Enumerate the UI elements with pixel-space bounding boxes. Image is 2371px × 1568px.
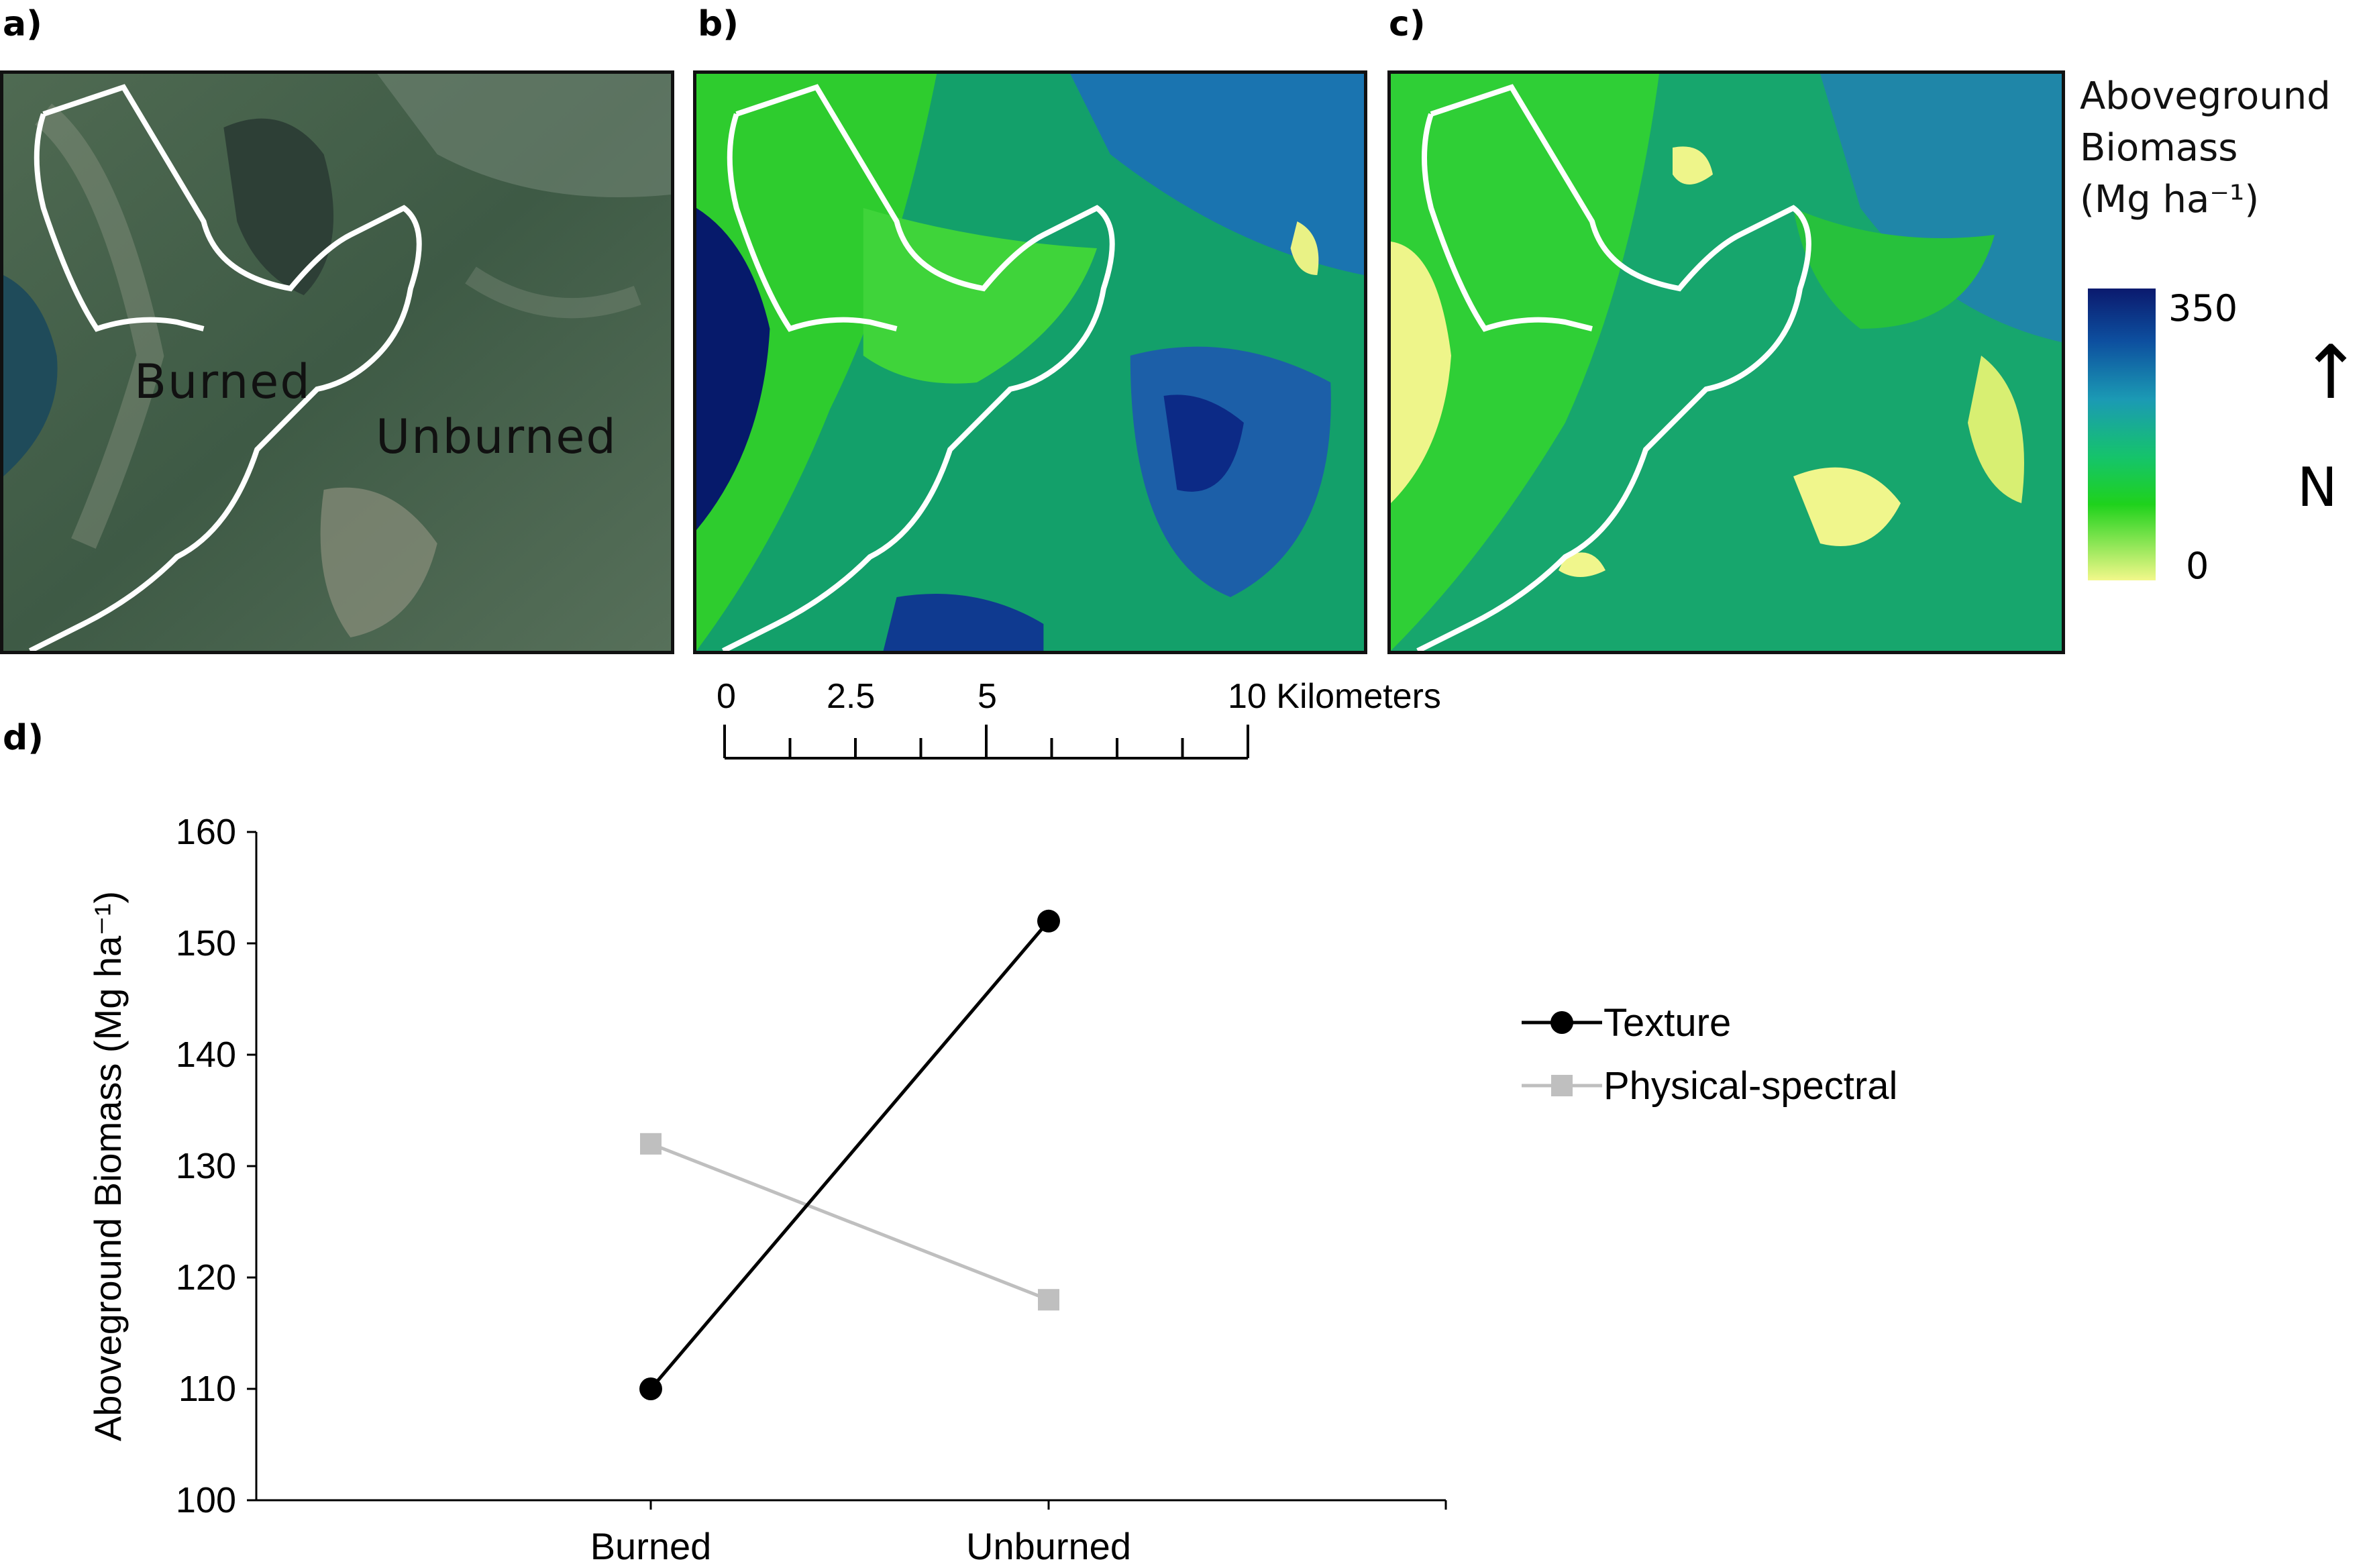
y-tick-label-5: 150: [176, 923, 236, 963]
satellite-image-map: Burned Unburned: [0, 70, 674, 654]
series-0-point-1: [1037, 909, 1060, 933]
scale-label-0: 0: [717, 677, 736, 716]
scale-label-10-km: 10 Kilometers: [1228, 677, 1441, 716]
unburned-label: Unburned: [376, 409, 617, 464]
y-tick-label-2: 120: [176, 1257, 236, 1298]
scale-label-5: 5: [978, 677, 997, 716]
colorbar-max-label: 350: [2168, 287, 2238, 329]
texture-biomass-map: [693, 70, 1367, 654]
map-legend-title-line1: Aboveground: [2080, 74, 2331, 118]
series-0-point-0: [639, 1377, 662, 1400]
north-label: N: [2297, 456, 2337, 519]
legend-label-0: Texture: [1603, 1001, 1731, 1045]
y-tick-label-1: 110: [178, 1369, 236, 1409]
legend-label-1: Physical-spectral: [1603, 1064, 1897, 1108]
scale-bar: [723, 725, 1249, 760]
satellite-image: [3, 74, 671, 651]
series-line-1: [650, 1142, 1049, 1302]
y-tick-label-0: 100: [176, 1480, 236, 1520]
series-1-point-1: [1038, 1289, 1059, 1311]
y-tick-label-4: 140: [176, 1035, 236, 1075]
x-tick-label-1: Unburned: [966, 1525, 1131, 1567]
y-tick-label-3: 130: [176, 1146, 236, 1186]
burn-boundary: [29, 84, 422, 651]
biomass-map-c: [1391, 74, 2062, 651]
map-legend-title-line3: (Mg ha⁻¹): [2080, 178, 2260, 221]
biomass-colorbar: [2088, 289, 2156, 580]
colorbar-min-label: 0: [2186, 545, 2209, 587]
panel-b-letter: b): [698, 4, 739, 44]
panel-a-letter: a): [3, 4, 42, 44]
legend-marker-0: [1550, 1011, 1573, 1034]
series-1-point-0: [640, 1133, 662, 1155]
x-tick-label-0: Burned: [590, 1525, 712, 1567]
y-axis-label: Aboveground Biomass (Mg ha⁻¹): [87, 891, 129, 1441]
physical-spectral-biomass-map: [1387, 70, 2065, 654]
biomass-map-b: [696, 74, 1364, 651]
scale-label-2-5: 2.5: [827, 677, 876, 716]
north-arrow-icon: ↑: [2300, 329, 2362, 415]
panel-d-letter: d): [3, 718, 44, 758]
biomass-line-chart: 100 110 120 130 140 150 160 Burned Unburned Above…: [87, 812, 1897, 1567]
panel-c-letter: c): [1389, 4, 1426, 44]
burned-label: Burned: [134, 354, 311, 409]
legend-marker-1: [1551, 1075, 1573, 1096]
y-tick-label-6: 160: [176, 812, 236, 852]
series-line-0: [649, 920, 1050, 1390]
map-legend-title-line2: Biomass: [2080, 126, 2238, 170]
